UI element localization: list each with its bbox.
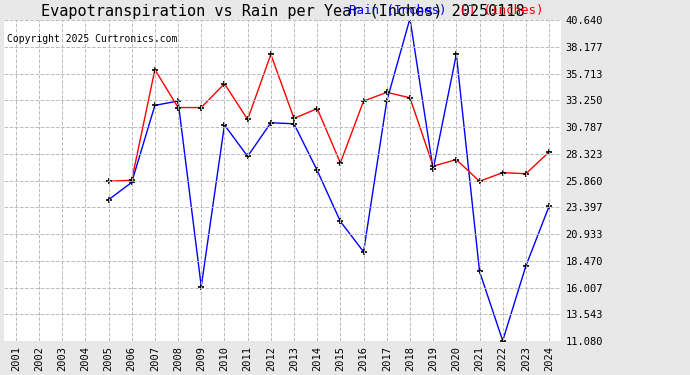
Text: Rain (Inches): Rain (Inches) — [349, 4, 446, 16]
Text: ET (Inches): ET (Inches) — [460, 4, 543, 16]
Text: Copyright 2025 Curtronics.com: Copyright 2025 Curtronics.com — [7, 34, 177, 44]
Title: Evapotranspiration vs Rain per Year (Inches) 20250118: Evapotranspiration vs Rain per Year (Inc… — [41, 4, 524, 19]
